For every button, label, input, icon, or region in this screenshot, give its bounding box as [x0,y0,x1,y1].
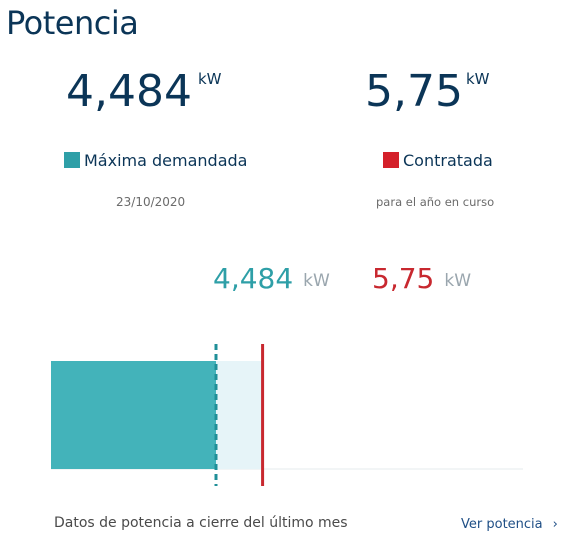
chevron-right-icon[interactable]: › [552,517,558,532]
contracted-value: 5,75 [365,66,463,117]
max-demand-unit: kW [198,70,222,88]
max-demand-value: 4,484 [66,66,192,117]
power-bar-chart [51,344,523,486]
footer-note: Datos de potencia a cierre del último me… [54,515,348,531]
legend-label-contracted: Contratada [403,151,493,170]
legend-contracted: Contratada [383,151,493,170]
bar-contracted-unit: kW [444,271,471,291]
bar-max-demand-fill [51,361,216,469]
legend-max-demand: Máxima demandada [64,151,247,170]
legend-label-max-demand: Máxima demandada [84,151,248,170]
bar-max-demand-value: 4,484 [213,262,294,295]
legend-swatch-max-demand [64,152,80,168]
contracted-unit: kW [466,70,490,88]
bar-contracted-fill [216,361,263,469]
bar-contracted-label: 5,75 kW [372,262,471,295]
ver-potencia-label[interactable]: Ver potencia [461,517,543,532]
legend-swatch-contracted [383,152,399,168]
bar-max-demand-label: 4,484 kW [213,262,330,295]
max-demand-date: 23/10/2020 [116,195,186,209]
contracted-note: para el año en curso [376,195,495,209]
bar-max-demand-unit: kW [303,271,330,291]
contracted-value-block: 5,75 kW [365,70,490,114]
page-title: Potencia [6,4,139,42]
ver-potencia-link[interactable]: Ver potencia › [461,517,558,532]
max-demand-value-block: 4,484 kW [66,70,222,114]
bar-contracted-value: 5,75 [372,262,435,295]
